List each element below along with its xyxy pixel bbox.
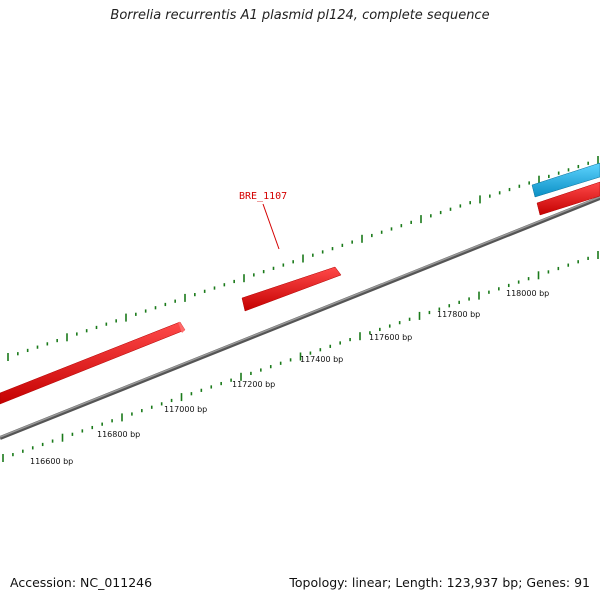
ruler-label: 118000 bp <box>506 289 549 298</box>
ruler-tick-track <box>2 251 599 462</box>
gene-feature[interactable] <box>0 321 186 405</box>
accession-text: Accession: NC_011246 <box>10 575 153 590</box>
ruler-label: 117000 bp <box>164 405 207 414</box>
gene-feature-reverse[interactable] <box>531 162 600 198</box>
gene-feature-bre-1107[interactable] <box>241 266 342 312</box>
ruler-label: 117200 bp <box>232 380 275 389</box>
gene-feature[interactable] <box>536 181 600 216</box>
map-title: Borrelia recurrentis A1 plasmid pl124, c… <box>110 8 490 23</box>
ruler-label: 116800 bp <box>97 430 140 439</box>
ruler-labels: 116600 bp 116800 bp 117000 bp 117200 bp … <box>30 289 549 466</box>
ruler-label: 117400 bp <box>300 355 343 364</box>
sequence-backbone <box>0 196 600 440</box>
ruler-label: 117800 bp <box>437 310 480 319</box>
ruler-label: 117600 bp <box>369 333 412 342</box>
gene-label-leader <box>262 203 280 250</box>
gene-label[interactable]: BRE_1107 <box>239 191 287 202</box>
upper-tick-track <box>7 156 599 361</box>
summary-text: Topology: linear; Length: 123,937 bp; Ge… <box>289 575 590 590</box>
ruler-label: 116600 bp <box>30 457 73 466</box>
